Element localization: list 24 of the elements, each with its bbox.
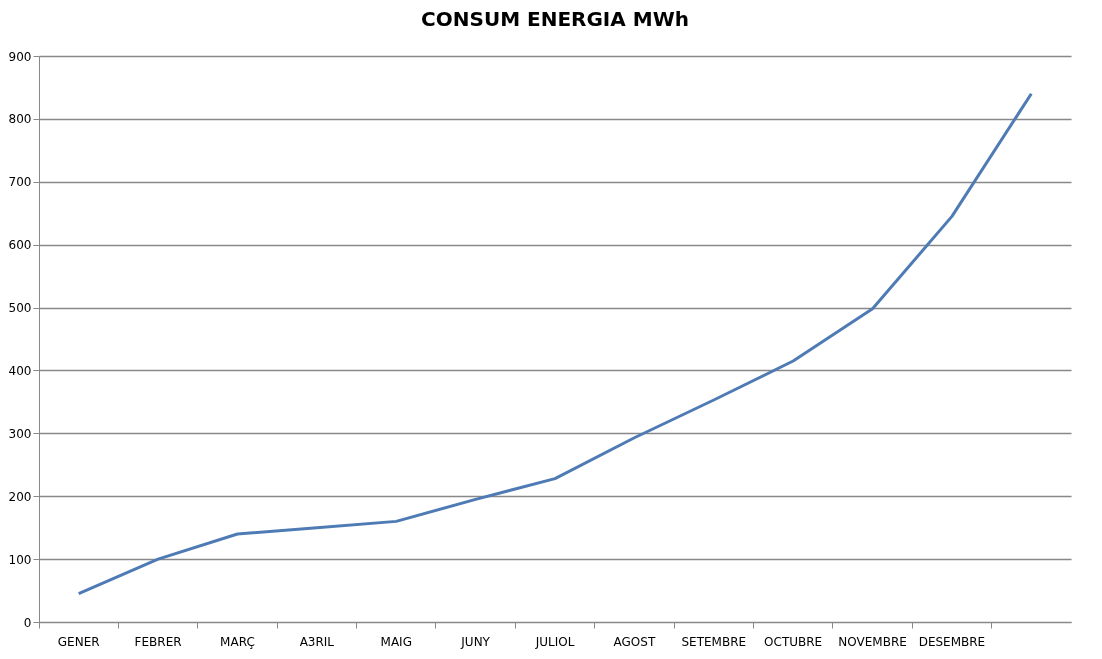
x-tick-label: MARÇ xyxy=(220,634,255,649)
y-tick-label: 700 xyxy=(8,175,32,190)
x-tick-label: GENER xyxy=(57,634,100,649)
x-tick-label: JUNY xyxy=(460,634,491,649)
x-tick-label: OCTUBRE xyxy=(764,634,823,649)
x-tick-label: SETEMBRE xyxy=(681,634,747,649)
y-tick-label: 0 xyxy=(23,615,32,630)
y-tick-label: 800 xyxy=(8,112,32,127)
y-tick-label: 900 xyxy=(8,49,32,64)
x-tick-label: AGOST xyxy=(613,634,656,649)
x-tick-label: DESEMBRE xyxy=(918,634,986,649)
y-tick-label: 600 xyxy=(8,238,32,253)
y-tick-label: 400 xyxy=(8,363,32,378)
y-tick-label: 100 xyxy=(8,552,32,567)
x-tick-label: FEBRER xyxy=(134,634,182,649)
x-tick-label: NOVEMBRE xyxy=(838,634,907,649)
chart-title: CONSUM ENERGIA MWh xyxy=(421,7,689,31)
x-tick-label: MAIG xyxy=(380,634,412,649)
y-tick-label: 500 xyxy=(8,301,32,316)
line-series xyxy=(77,92,1033,596)
y-tick-label: 200 xyxy=(8,489,32,504)
y-tick-label: 300 xyxy=(8,426,32,441)
x-tick-label: JULIOL xyxy=(534,634,575,649)
x-tick-label: A3RIL xyxy=(299,634,335,649)
